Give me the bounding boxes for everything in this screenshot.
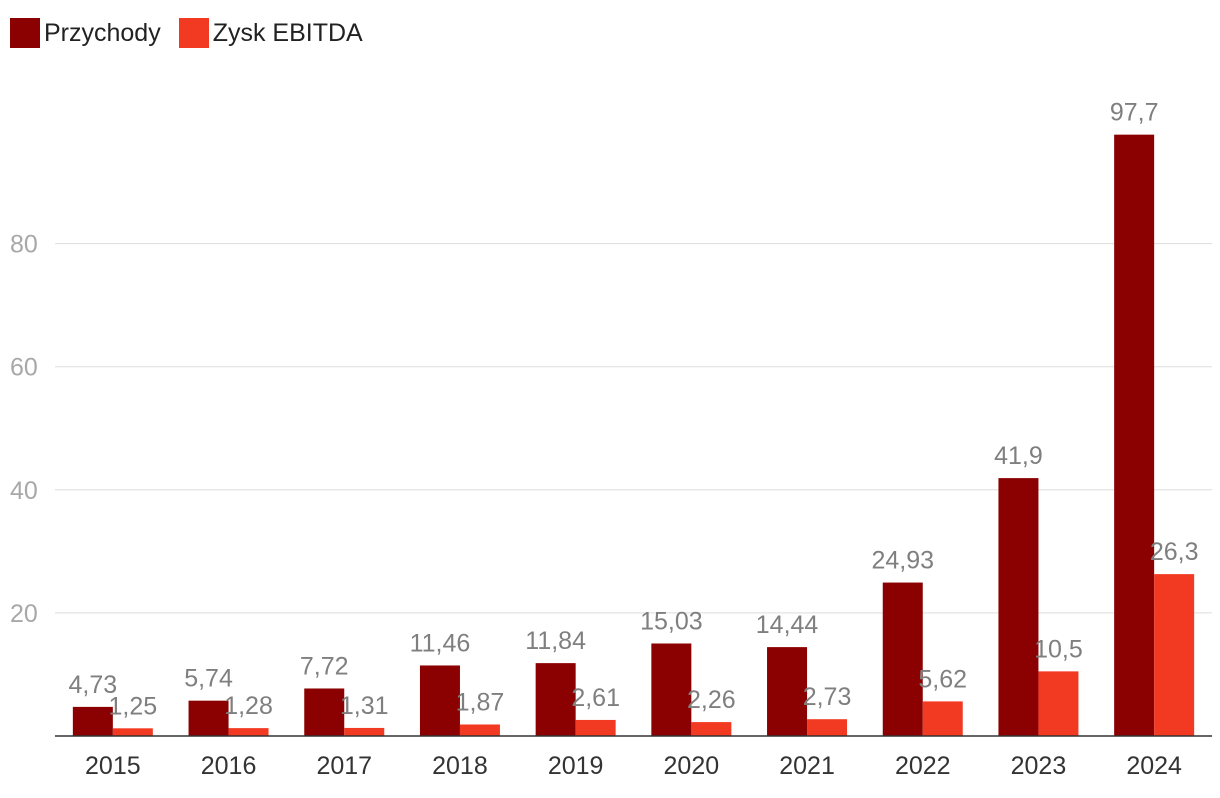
value-label-zysk-ebitda-2015: 1,25 [109, 692, 158, 720]
bar-przychody-2016[interactable] [188, 700, 229, 736]
bar-zysk-ebitda-2019[interactable] [575, 719, 616, 736]
x-axis: 2015 2016 2017 2018 2019 2020 2021 2022 2023 2024 [85, 752, 1182, 780]
value-label-zysk-ebitda-2023: 10,5 [1034, 635, 1083, 663]
y-tick-label: 40 [10, 477, 38, 505]
value-label-zysk-ebitda-2021: 2,73 [803, 683, 852, 711]
x-tick-label-2019: 2019 [548, 752, 604, 780]
bar-zysk-ebitda-2023[interactable] [1038, 671, 1079, 736]
bar-zysk-ebitda-2017[interactable] [344, 727, 385, 736]
bar-przychody-2020[interactable] [651, 643, 692, 736]
bar-zysk-ebitda-2018[interactable] [459, 724, 500, 736]
value-label-przychody-2016: 5,74 [184, 665, 233, 693]
bar-przychody-2024[interactable] [1114, 134, 1155, 736]
bar-zysk-ebitda-2020[interactable] [691, 722, 732, 736]
bars [72, 134, 1195, 736]
x-tick-label-2017: 2017 [316, 752, 372, 780]
value-label-przychody-2019: 11,84 [525, 627, 586, 655]
legend-label-zysk-ebitda: Zysk EBITDA [212, 18, 363, 47]
value-label-przychody-2024: 97,7 [1110, 99, 1159, 127]
y-tick-label: 80 [10, 231, 38, 259]
bar-przychody-2022[interactable] [882, 582, 923, 736]
bar-zysk-ebitda-2022[interactable] [922, 701, 963, 736]
value-label-zysk-ebitda-2017: 1,31 [340, 692, 389, 720]
bar-zysk-ebitda-2016[interactable] [228, 728, 269, 736]
value-label-zysk-ebitda-2018: 1,87 [456, 688, 505, 716]
value-label-przychody-2017: 7,72 [300, 652, 349, 680]
value-label-przychody-2021: 14,44 [756, 611, 819, 639]
bar-przychody-2023[interactable] [998, 478, 1039, 736]
value-label-przychody-2022: 24,93 [871, 547, 934, 575]
legend-label-przychody: Przychody [44, 18, 161, 47]
value-label-zysk-ebitda-2024: 26,3 [1150, 538, 1199, 566]
x-tick-label-2021: 2021 [779, 752, 835, 780]
bar-zysk-ebitda-2024[interactable] [1154, 574, 1195, 736]
value-label-zysk-ebitda-2016: 1,28 [224, 692, 273, 720]
x-tick-label-2022: 2022 [895, 752, 951, 780]
y-axis: 20 40 60 80 [10, 231, 38, 628]
legend-item-przychody[interactable]: Przychody [10, 18, 161, 48]
x-tick-label-2016: 2016 [201, 752, 257, 780]
bar-przychody-2018[interactable] [419, 665, 460, 736]
value-label-zysk-ebitda-2019: 2,61 [571, 684, 620, 712]
value-labels: 4,731,25 5,741,28 7,72 1,31 11,46 1,87 11,84 2,… [69, 99, 1199, 721]
value-label-przychody-2020: 15,03 [640, 607, 703, 635]
x-tick-label-2018: 2018 [432, 752, 488, 780]
x-tick-label-2023: 2023 [1011, 752, 1067, 780]
bar-zysk-ebitda-2015[interactable] [112, 728, 153, 736]
legend: Przychody Zysk EBITDA [10, 16, 381, 50]
x-tick-label-2015: 2015 [85, 752, 141, 780]
y-tick-label: 20 [10, 600, 38, 628]
value-label-zysk-ebitda-2022: 5,62 [918, 665, 967, 693]
bar-przychody-2015[interactable] [72, 706, 113, 736]
legend-item-zysk-ebitda[interactable]: Zysk EBITDA [178, 18, 363, 48]
bar-przychody-2019[interactable] [535, 663, 576, 736]
y-tick-label: 60 [10, 354, 38, 382]
bar-przychody-2021[interactable] [767, 647, 808, 736]
x-tick-label-2024: 2024 [1126, 752, 1182, 780]
legend-swatch-zysk-ebitda [178, 18, 209, 48]
value-label-przychody-2023: 41,9 [994, 442, 1043, 470]
value-label-przychody-2015: 4,73 [69, 671, 118, 699]
x-tick-label-2020: 2020 [664, 752, 720, 780]
value-label-zysk-ebitda-2020: 2,26 [687, 686, 736, 714]
legend-swatch-przychody [10, 18, 40, 48]
bar-przychody-2017[interactable] [304, 688, 345, 736]
bar-zysk-ebitda-2021[interactable] [807, 719, 848, 736]
value-label-przychody-2018: 11,46 [410, 629, 471, 657]
